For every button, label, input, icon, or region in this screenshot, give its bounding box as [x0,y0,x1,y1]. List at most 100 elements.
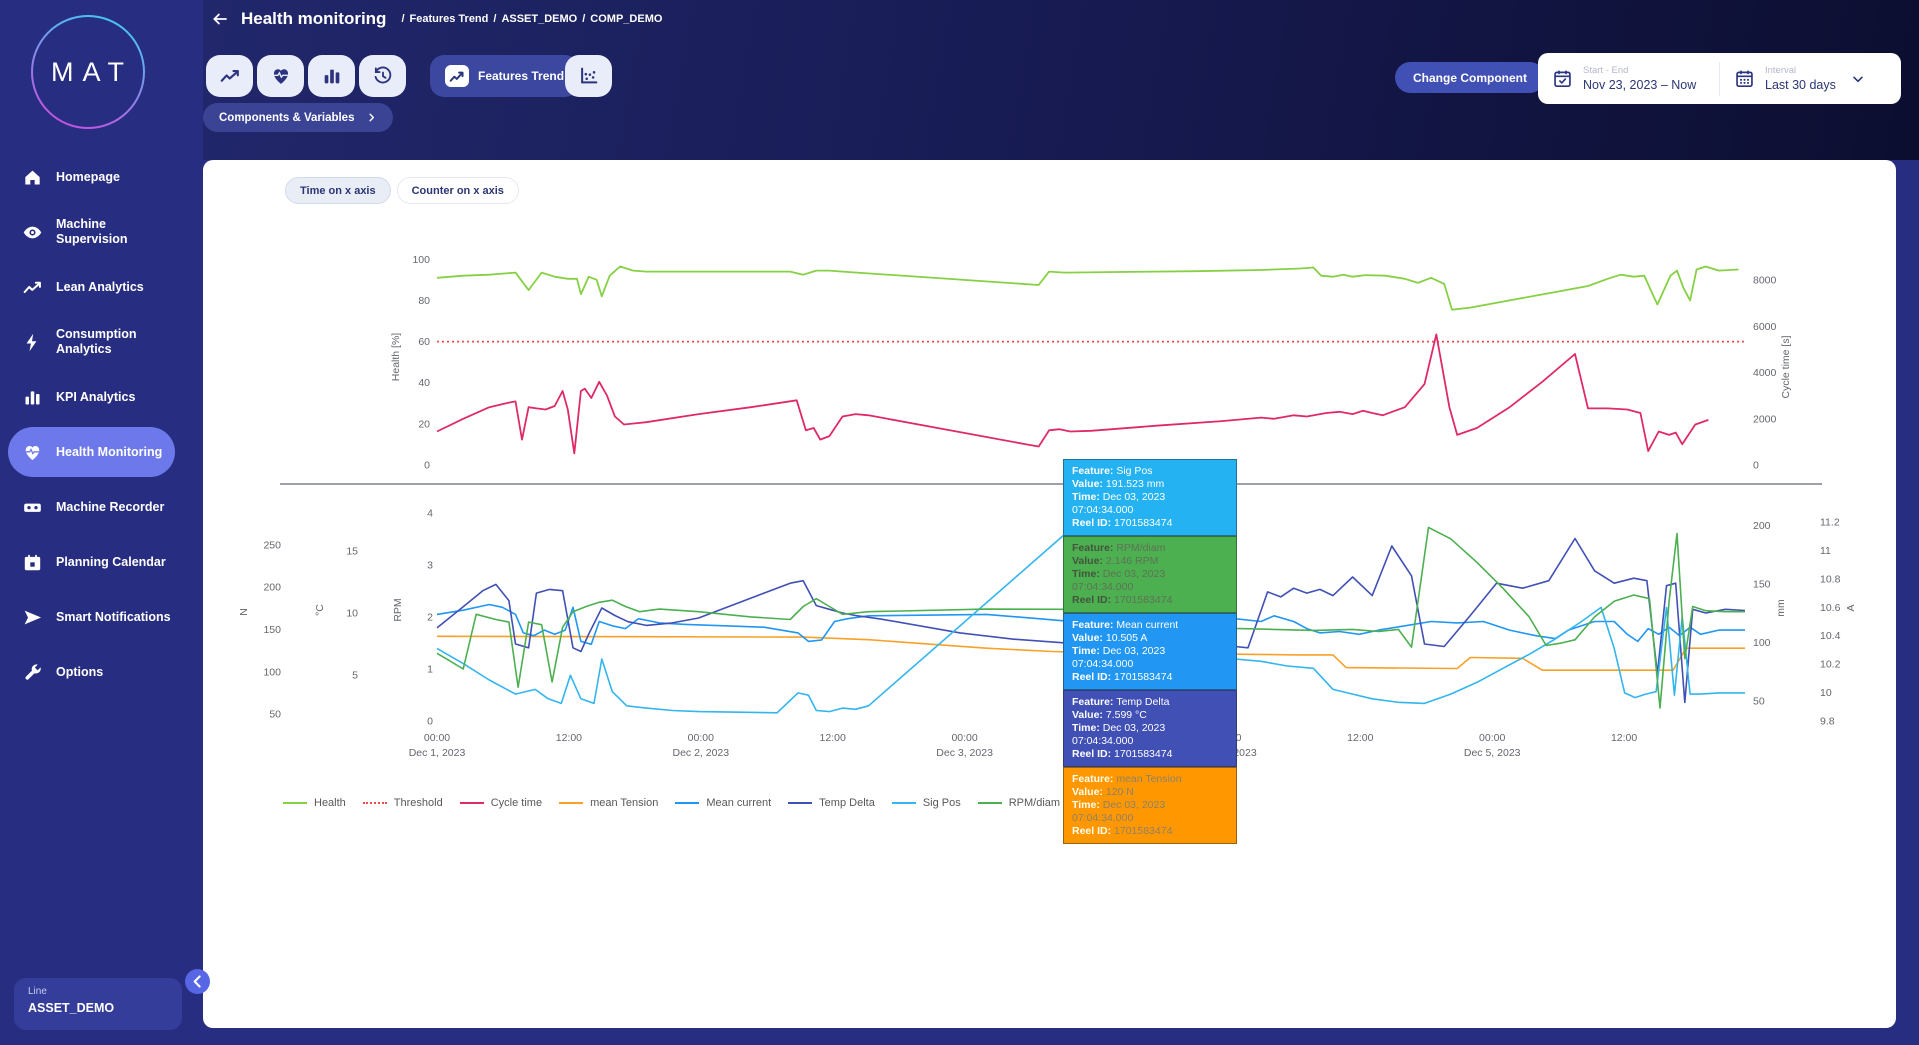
sidebar-item-options[interactable]: Options [8,647,175,697]
chart-tooltip-rpm-diam: Feature: RPM/diam Value: 2.146 RPM Time: D… [1063,536,1237,613]
features-trend-label: Features Trend [478,69,565,83]
chart-panel: Time on x axis Counter on x axis [203,160,1896,1028]
toolbar-button-history[interactable] [359,55,406,97]
chart-tooltip-stack: Feature: Sig Pos Value: 191.523 mm Time: D… [1063,459,1237,844]
bars-icon [22,387,43,408]
tooltip-row: Feature: Temp Delta [1072,696,1170,708]
calendar-icon [22,552,43,573]
chart-tooltip-sig-pos: Feature: Sig Pos Value: 191.523 mm Time: D… [1063,459,1237,536]
tooltip-row: Value: 10.505 A [1072,632,1148,644]
interval-select[interactable]: Interval Last 30 days [1720,65,1901,92]
toggle-time-on-x-axis[interactable]: Time on x axis [285,177,391,204]
app-logo: MAT [12,4,172,144]
change-component-button[interactable]: Change Component [1395,62,1545,93]
chart-tooltip-mean-tension: Feature: mean Tension Value: 120 N Time: D… [1063,767,1237,844]
toolbar-button-trend[interactable] [206,55,253,97]
sidebar-item-kpi-analytics[interactable]: KPI Analytics [8,372,175,422]
toggle-counter-on-x-axis[interactable]: Counter on x axis [396,177,519,204]
toolbar-button-heart-pulse[interactable] [257,55,304,97]
breadcrumb: / Features Trend / ASSET_DEMO / COMP_DEMO [396,13,662,25]
legend-label: Health [314,797,346,809]
sidebar-item-label: Machine Recorder [56,499,165,514]
sidebar-item-health-monitoring[interactable]: Health Monitoring [8,427,175,477]
recorder-icon [22,497,43,518]
breadcrumb-item-asset-demo[interactable]: ASSET_DEMO [501,13,578,25]
sidebar-item-label: Homepage [56,169,120,184]
trend-icon [219,65,241,87]
back-arrow-icon[interactable] [211,10,229,28]
toolbar-button-bars[interactable] [308,55,355,97]
components-variables-label: Components & Variables [219,111,355,124]
date-filter-card: Start - End Nov 23, 2023 – Now Interval … [1538,53,1901,104]
tooltip-row: Value: 7.599 °C [1072,709,1147,721]
legend-item-temp-delta[interactable]: Temp Delta [788,797,875,809]
heart-pulse-icon [22,442,43,463]
legend-item-health[interactable]: Health [283,797,346,809]
sidebar-collapse-button[interactable] [185,969,210,994]
tooltip-row: Reel ID: 1701583474 [1072,517,1173,529]
send-icon [22,607,43,628]
divider [1719,61,1720,96]
legend-item-sig-pos[interactable]: Sig Pos [891,797,961,809]
breadcrumb-separator: / [582,13,586,25]
sidebar-item-consumption-analytics[interactable]: Consumption Analytics [8,317,175,367]
tooltip-row: Feature: Mean current [1072,619,1179,631]
sidebar-item-label: Machine Supervision [56,217,128,246]
legend-item-mean-current[interactable]: Mean current [675,797,771,809]
breadcrumb-separator: / [493,13,497,25]
legend-swatch [977,802,1002,804]
line-selector-value: ASSET_DEMO [28,1001,115,1015]
calendar-check-icon [1552,68,1573,89]
legend-label: Temp Delta [819,797,875,809]
sidebar-item-label: Lean Analytics [56,279,144,294]
legend-item-cycle-time[interactable]: Cycle time [459,797,543,809]
legend-item-mean-tension[interactable]: mean Tension [559,797,658,809]
tooltip-row: Time: Dec 03, 2023 07:04:34.000 [1072,799,1166,824]
chevron-down-icon [1850,71,1866,87]
features-trend-button[interactable]: Features Trend [430,55,580,97]
sidebar-nav: Homepage Machine Supervision Lean Analytic… [0,152,203,702]
sidebar-item-planning-calendar[interactable]: Planning Calendar [8,537,175,587]
tooltip-row: Feature: mean Tension [1072,773,1182,785]
tooltip-row: Value: 191.523 mm [1072,478,1165,490]
date-range-field[interactable]: Start - End Nov 23, 2023 – Now [1538,65,1719,92]
sidebar-item-label: Options [56,664,104,679]
logo-circle-icon: MAT [31,15,145,129]
legend-label: mean Tension [590,797,659,809]
components-variables-button[interactable]: Components & Variables [203,103,394,132]
legend-label: Threshold [393,797,443,809]
tooltip-row: Time: Dec 03, 2023 07:04:34.000 [1072,568,1166,593]
sidebar-item-smart-notifications[interactable]: Smart Notifications [8,592,175,642]
sidebar-item-machine-recorder[interactable]: Machine Recorder [8,482,175,532]
breadcrumb-item-comp-demo[interactable]: COMP_DEMO [590,13,663,25]
wrench-icon [22,662,43,683]
legend-swatch [788,802,813,804]
legend-label: Cycle time [490,797,543,809]
sidebar-item-label: Smart Notifications [56,609,171,624]
sidebar-item-label: KPI Analytics [56,389,136,404]
home-icon [22,167,43,188]
date-range-value: Nov 23, 2023 – Now [1583,78,1697,92]
legend-item-threshold[interactable]: Threshold [362,797,443,809]
chart-tooltip-temp-delta: Feature: Temp Delta Value: 7.599 °C Time: … [1063,690,1237,767]
bolt-icon [22,332,43,353]
sidebar-item-homepage[interactable]: Homepage [8,152,175,202]
chevron-right-icon [366,112,377,123]
logo-text: MAT [51,57,133,87]
heart-pulse-icon [270,65,292,87]
breadcrumb-item-features-trend[interactable]: Features Trend [409,13,489,25]
line-selector-panel[interactable]: Line ASSET_DEMO [14,978,182,1030]
bars-icon [321,65,343,87]
toolbar-button-scatter[interactable] [565,55,612,97]
tooltip-row: Feature: RPM/diam [1072,542,1166,554]
top-bar: Health monitoring / Features Trend / ASSET_… [203,0,1919,160]
sidebar-item-lean-analytics[interactable]: Lean Analytics [8,262,175,312]
legend-swatch [675,802,700,804]
legend-label: Mean current [706,797,772,809]
sidebar: MAT Homepage Machine Supervision Lean Anal… [0,0,203,1045]
legend-item-rpm-diam[interactable]: RPM/diam [977,797,1060,809]
interval-label: Interval [1765,65,1797,76]
interval-value: Last 30 days [1765,78,1836,92]
sidebar-item-machine-supervision[interactable]: Machine Supervision [8,207,175,257]
